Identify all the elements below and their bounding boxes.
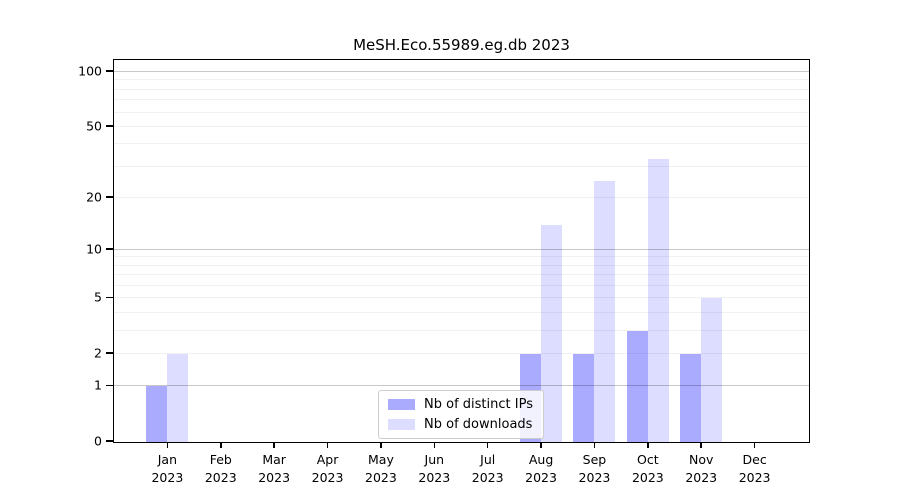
legend-item-downloads: Nb of downloads	[388, 417, 533, 432]
y-tick-label: 5	[94, 289, 102, 305]
minor-gridline	[114, 125, 809, 127]
x-tick-label: Mar 2023	[258, 452, 291, 485]
x-tick-mark	[166, 442, 169, 448]
major-gridline	[114, 248, 809, 250]
y-tick-mark	[106, 125, 113, 127]
x-tick-label: Aug 2023	[525, 452, 557, 485]
y-tick-mark	[106, 248, 113, 250]
x-tick-mark	[380, 442, 382, 448]
y-tick-mark	[106, 70, 113, 72]
x-tick-mark	[753, 442, 756, 448]
x-tick-mark	[593, 442, 596, 448]
y-tick-label: 2	[94, 345, 102, 361]
bar-distinct-ips	[626, 330, 648, 442]
y-tick-label: 0	[94, 433, 102, 449]
x-tick-mark	[647, 442, 649, 448]
x-tick-label: Jan 2023	[151, 452, 184, 485]
minor-gridline	[114, 79, 809, 81]
x-tick-mark	[540, 442, 542, 448]
y-tick-label: 10	[86, 241, 102, 257]
minor-gridline	[114, 143, 809, 145]
y-tick-label: 1	[94, 377, 102, 393]
chart-title: MeSH.Eco.55989.eg.db 2023	[353, 36, 570, 54]
bar-downloads	[167, 353, 189, 442]
minor-gridline	[114, 111, 809, 113]
minor-gridline	[114, 88, 809, 90]
y-tick-label: 50	[86, 118, 102, 134]
bar-downloads	[541, 224, 563, 442]
x-tick-mark	[433, 442, 436, 448]
y-tick-label: 100	[78, 63, 102, 79]
x-tick-label: May 2023	[365, 452, 397, 485]
minor-gridline	[114, 264, 809, 266]
bar-distinct-ips	[680, 353, 702, 442]
bar-downloads	[701, 298, 723, 442]
minor-gridline	[114, 99, 809, 101]
legend-swatch-distinct-ips	[388, 399, 416, 410]
bar-distinct-ips	[573, 353, 595, 442]
y-tick-mark	[106, 384, 113, 387]
legend: Nb of distinct IPs Nb of downloads	[378, 390, 544, 439]
x-tick-mark	[486, 442, 489, 448]
bar-downloads	[594, 180, 616, 442]
x-tick-label: Jun 2023	[418, 452, 451, 485]
y-tick-mark	[106, 196, 113, 198]
minor-gridline	[114, 274, 809, 276]
y-tick-mark	[106, 352, 113, 354]
y-tick-label: 20	[86, 189, 102, 205]
x-tick-label: Feb 2023	[204, 452, 237, 485]
x-tick-label: Nov 2023	[685, 452, 718, 485]
x-tick-label: Dec 2023	[738, 452, 771, 485]
legend-item-distinct-ips: Nb of distinct IPs	[388, 397, 533, 412]
x-tick-mark	[220, 442, 222, 448]
minor-gridline	[114, 196, 809, 198]
x-tick-label: Oct 2023	[631, 452, 664, 485]
major-gridline	[114, 71, 809, 73]
minor-gridline	[114, 285, 809, 287]
bar-downloads	[647, 159, 669, 442]
x-tick-mark	[273, 442, 275, 448]
legend-swatch-downloads	[388, 419, 416, 430]
bar-distinct-ips	[146, 386, 168, 442]
plot-area: 0 1 2 5 10 20 50 100 Jan 2023 Feb 2023 Mar 2023 Apr…	[78, 59, 810, 485]
x-tick-label: Jul 2023	[471, 452, 504, 485]
y-tick-mark	[106, 440, 113, 442]
legend-label-distinct-ips: Nb of distinct IPs	[424, 397, 533, 412]
minor-gridline	[114, 256, 809, 258]
x-tick-mark	[326, 442, 329, 448]
x-tick-mark	[700, 442, 702, 448]
x-tick-label: Sep 2023	[578, 452, 611, 485]
y-tick-mark	[106, 296, 113, 299]
minor-gridline	[114, 165, 809, 167]
x-tick-label: Apr 2023	[311, 452, 344, 485]
legend-label-downloads: Nb of downloads	[424, 417, 533, 432]
